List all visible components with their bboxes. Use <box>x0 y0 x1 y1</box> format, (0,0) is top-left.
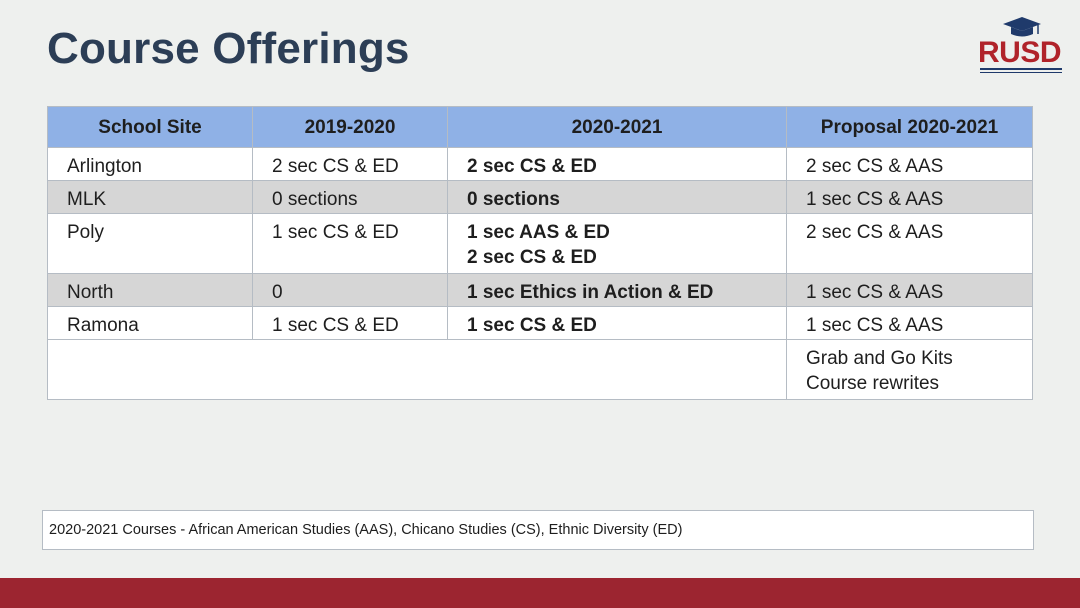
cell-site: Poly <box>47 213 253 274</box>
table-header-row: School Site 2019-2020 2020-2021 Proposal… <box>47 106 1033 148</box>
table-row: Ramona 1 sec CS & ED 1 sec CS & ED 1 sec… <box>47 306 1033 340</box>
cell-proposal: 1 sec CS & AAS <box>786 180 1033 214</box>
logo-rule <box>980 68 1062 70</box>
cell-line: 1 sec AAS & ED <box>467 222 610 243</box>
cell-proposal: 1 sec CS & AAS <box>786 306 1033 340</box>
course-offerings-table: School Site 2019-2020 2020-2021 Proposal… <box>47 106 1033 400</box>
footnote-box: 2020-2021 Courses - African American Stu… <box>42 510 1034 550</box>
header-2019-2020: 2019-2020 <box>252 106 448 148</box>
cell-proposal: 2 sec CS & AAS <box>786 147 1033 181</box>
header-2020-2021: 2020-2021 <box>447 106 787 148</box>
cell-proposal: 2 sec CS & AAS <box>786 213 1033 274</box>
cell-site: North <box>47 273 253 307</box>
cell-site: Arlington <box>47 147 253 181</box>
cell-2019: 0 <box>252 273 448 307</box>
header-proposal: Proposal 2020-2021 <box>786 106 1033 148</box>
cell-line: Grab and Go Kits <box>806 348 953 369</box>
table-row: MLK 0 sections 0 sections 1 sec CS & AAS <box>47 180 1033 214</box>
cell-2020: 1 sec CS & ED <box>447 306 787 340</box>
cell-2020: 0 sections <box>447 180 787 214</box>
table-row: North 0 1 sec Ethics in Action & ED 1 se… <box>47 273 1033 307</box>
cell-2019: 0 sections <box>252 180 448 214</box>
cell-line: Course rewrites <box>806 373 940 394</box>
logo-rule <box>980 72 1062 73</box>
cell-2019: 2 sec CS & ED <box>252 147 448 181</box>
table-row: Arlington 2 sec CS & ED 2 sec CS & ED 2 … <box>47 147 1033 181</box>
header-school-site: School Site <box>47 106 253 148</box>
table-row: Grab and Go Kits Course rewrites <box>47 339 1033 400</box>
cell-proposal: Grab and Go Kits Course rewrites <box>786 339 1033 400</box>
graduation-cap-icon <box>1003 17 1041 37</box>
cell-2019: 1 sec CS & ED <box>252 213 448 274</box>
cell-site: MLK <box>47 180 253 214</box>
cell-2020: 1 sec AAS & ED 2 sec CS & ED <box>447 213 787 274</box>
cell-proposal: 1 sec CS & AAS <box>786 273 1033 307</box>
cell-empty <box>47 339 787 400</box>
rusd-logo: RUSD <box>976 14 1066 74</box>
cell-2019: 1 sec CS & ED <box>252 306 448 340</box>
cell-line: 2 sec CS & ED <box>467 247 597 268</box>
footer-bar <box>0 578 1080 608</box>
table-row: Poly 1 sec CS & ED 1 sec AAS & ED 2 sec … <box>47 213 1033 274</box>
logo-text: RUSD <box>978 36 1062 69</box>
page-title: Course Offerings <box>47 24 410 73</box>
cell-2020: 2 sec CS & ED <box>447 147 787 181</box>
cell-site: Ramona <box>47 306 253 340</box>
cell-2020: 1 sec Ethics in Action & ED <box>447 273 787 307</box>
